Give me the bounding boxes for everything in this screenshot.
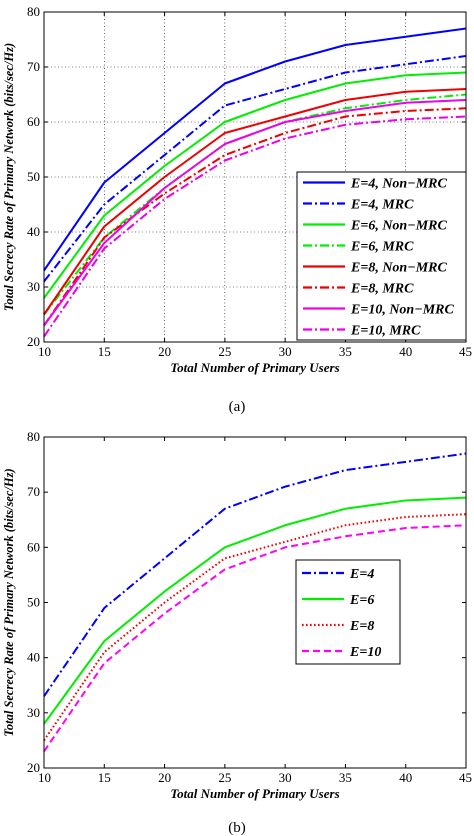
x-tick-label: 20 [158, 344, 171, 359]
chart-panel-2: 10 15 20 25 30 35 40 45 20 30 40 50 60 70 80 Total Numb… [2, 429, 472, 836]
x-tick-label: 45 [459, 344, 472, 359]
legend-label-6: E=8, MRC [350, 282, 414, 297]
y-tick-label: 30 [27, 279, 40, 294]
legend-label-7: E=10, Non−MRC [350, 303, 454, 318]
x-tick-label: 40 [399, 344, 412, 359]
x-tick-label: 10 [38, 344, 51, 359]
x-tick-label: 35 [339, 344, 352, 359]
series-line-6 [43, 107, 467, 327]
legend-label-2: E=4, MRC [350, 198, 414, 213]
x-tick-label: 10 [38, 770, 51, 785]
legend-label-4: E=10 [349, 645, 381, 660]
x-tick-label: 20 [158, 770, 171, 785]
legend-label-5: E=8, Non−MRC [350, 261, 447, 276]
series-line-4 [43, 524, 467, 753]
series-line-2 [43, 496, 467, 725]
y-axis-label: Total Secrecy Rate of Primary Network (b… [2, 43, 16, 311]
panel-caption: (a) [229, 399, 246, 415]
y-tick-label: 60 [27, 114, 40, 129]
x-tick-label: 25 [218, 770, 231, 785]
x-tick-label: 30 [279, 344, 292, 359]
series-line-2 [43, 55, 467, 283]
legend: E=4 E=6 E=8 E=10 [295, 559, 401, 665]
y-tick-label: 50 [27, 169, 40, 184]
series-line-1 [43, 452, 467, 697]
x-axis-label: Total Number of Primary Users [170, 786, 339, 801]
series-line-7 [43, 99, 467, 327]
y-tick-label: 20 [27, 334, 40, 349]
y-tick-label: 70 [27, 59, 40, 74]
legend-box [296, 171, 467, 341]
y-tick-label: 60 [27, 539, 40, 554]
y-tick-label: 80 [27, 429, 40, 444]
plot-area [44, 437, 466, 768]
legend-label-2: E=6 [349, 593, 374, 608]
x-tick-label: 35 [339, 770, 352, 785]
series-line-3 [43, 71, 467, 299]
y-tick-label: 40 [27, 224, 40, 239]
series-line-8 [43, 115, 467, 338]
x-tick-label: 40 [399, 770, 412, 785]
chart-panel-1: 10 15 20 25 30 35 40 45 20 30 40 50 60 70 80 Total Numb… [2, 4, 472, 415]
x-tick-label: 45 [459, 770, 472, 785]
legend-label-1: E=4 [349, 567, 374, 582]
series-line-1 [43, 27, 467, 272]
y-tick-label: 40 [27, 650, 40, 665]
series-line-5 [43, 88, 467, 316]
legend: E=4, Non−MRC E=4, MRC E=6, Non−MRC E=6, MRC… [296, 171, 467, 341]
x-tick-label: 30 [279, 770, 292, 785]
y-tick-label: 50 [27, 595, 40, 610]
legend-label-1: E=4, Non−MRC [350, 177, 447, 192]
legend-box [295, 559, 401, 665]
legend-label-3: E=8 [349, 619, 374, 634]
x-tick-label: 25 [218, 344, 231, 359]
y-axis-label: Total Secrecy Rate of Primary Network (b… [2, 468, 16, 736]
y-tick-label: 30 [27, 705, 40, 720]
legend-label-3: E=6, Non−MRC [350, 219, 447, 234]
y-tick-label: 80 [27, 4, 40, 19]
legend-label-8: E=10, MRC [350, 324, 421, 339]
legend-label-4: E=6, MRC [350, 240, 414, 255]
x-tick-label: 15 [98, 344, 111, 359]
y-tick-label: 20 [27, 760, 40, 775]
panel-caption: (b) [228, 820, 246, 836]
x-tick-label: 15 [98, 770, 111, 785]
y-tick-label: 70 [27, 484, 40, 499]
x-axis-label: Total Number of Primary Users [170, 360, 339, 375]
